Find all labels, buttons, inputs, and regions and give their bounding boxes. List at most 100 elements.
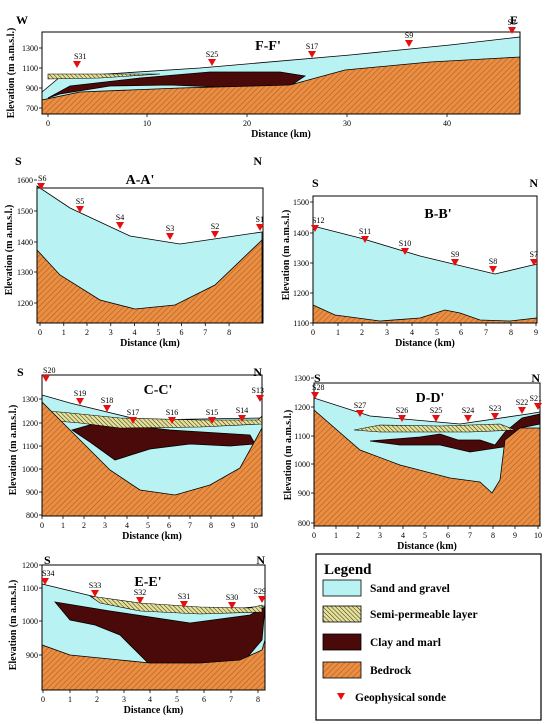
y-tick-label: 1500 (17, 207, 33, 216)
sonde-label: S17 (306, 42, 318, 51)
sonde-marker (211, 231, 219, 238)
x-tick-label: 9 (513, 531, 517, 540)
x-tick-label: 2 (356, 531, 360, 540)
clay-marl-layer (47, 71, 307, 99)
x-tick-label: 5 (435, 328, 439, 337)
sonde-label: S33 (89, 581, 101, 590)
x-axis-label: Distance (km) (251, 129, 311, 140)
sonde-marker (401, 248, 409, 255)
y-tick-label: 1300 (293, 259, 309, 268)
sonde-label: S11 (359, 227, 371, 236)
y-tick-label: 1400 (17, 238, 33, 247)
x-tick-label: 2 (95, 695, 99, 704)
y-tick-label: 900 (26, 651, 38, 660)
x-tick-label: 5 (175, 695, 179, 704)
y-tick-label: 1300 (294, 374, 310, 383)
legend-label-bedrock: Bedrock (370, 665, 412, 677)
x-tick-label: 7 (484, 328, 488, 337)
x-tick-label: 6 (180, 328, 184, 337)
x-tick-label: 8 (209, 521, 213, 530)
left-end-label: W (16, 13, 28, 27)
sonde-label: S6 (38, 174, 46, 183)
right-end-label: N (256, 553, 265, 567)
x-tick-label: 7 (229, 695, 233, 704)
sonde-marker (116, 222, 124, 229)
x-tick-label: 7 (203, 328, 207, 337)
sonde-label: S26 (396, 406, 408, 415)
y-axis-label: Elevation (m a.m.s.l.) (8, 405, 19, 496)
sonde-label: S13 (252, 386, 264, 395)
section-title: C-C' (144, 383, 173, 398)
y-tick-label: 1100 (22, 442, 38, 451)
sonde-marker (256, 395, 264, 402)
y-tick-label: 900 (26, 84, 38, 93)
y-tick-label: 1300 (22, 395, 38, 404)
x-tick-label: 3 (385, 328, 389, 337)
x-tick-label: 10 (534, 531, 542, 540)
x-tick-label: 1 (62, 328, 66, 337)
section-title: E-E' (134, 575, 161, 590)
sonde-marker (489, 266, 497, 273)
x-tick-label: 6 (167, 521, 171, 530)
legend: Legend Sand and gravel Semi-permeable laye… (315, 553, 542, 721)
sonde-marker (166, 233, 174, 240)
sonde-marker (76, 206, 84, 213)
y-tick-label: 900 (26, 488, 38, 497)
sonde-label: S9 (451, 250, 459, 259)
sonde-label: S32 (134, 588, 146, 597)
x-tick-label: 8 (227, 328, 231, 337)
sonde-marker (508, 27, 516, 34)
sonde-label: S5 (76, 197, 84, 206)
sonde-marker (208, 417, 216, 424)
left-end-label: S (44, 553, 51, 567)
sonde-marker (464, 415, 472, 422)
sonde-label: S7 (530, 250, 538, 259)
semi-permeable-layer (47, 73, 161, 80)
sonde-marker (534, 403, 542, 410)
y-tick-label: 800 (26, 511, 38, 520)
y-tick-label: 800 (298, 519, 310, 528)
sonde-label: S29 (254, 587, 266, 596)
x-tick-label: 7 (468, 531, 472, 540)
sonde-label: S10 (399, 239, 411, 248)
x-tick-label: 30 (343, 119, 351, 128)
x-tick-label: 9 (534, 328, 538, 337)
y-tick-label: 1100 (22, 584, 38, 593)
y-axis-label: Elevation (m a.m.s.l.) (6, 28, 17, 119)
right-end-label: E (510, 13, 518, 27)
legend-title: Legend (324, 562, 372, 578)
sonde-marker (256, 224, 264, 231)
x-tick-label: 4 (410, 328, 414, 337)
sonde-marker (41, 578, 49, 585)
x-axis-label: Distance (km) (124, 705, 184, 716)
x-tick-label: 6 (202, 695, 206, 704)
x-tick-label: 1 (68, 695, 72, 704)
semi-permeable-layer (353, 423, 516, 433)
y-tick-label: 1100 (293, 319, 309, 328)
right-end-label: N (253, 365, 262, 379)
x-tick-label: 10 (250, 521, 258, 530)
y-tick-label: 1300 (17, 268, 33, 277)
sonde-label: S34 (42, 569, 54, 578)
sonde-marker (405, 40, 413, 47)
x-tick-label: 3 (109, 328, 113, 337)
sonde-label: S9 (405, 31, 413, 40)
sonde-label: S19 (74, 389, 86, 398)
cross-section-d: D-D' S N 0 1 2 3 4 5 6 7 8 9 10 800 900 1000 1100 1200 1300… (283, 371, 542, 552)
sonde-label: S31 (74, 52, 86, 61)
sonde-label: S20 (43, 366, 55, 375)
sonde-marker (518, 407, 526, 414)
sonde-label: S15 (206, 408, 218, 417)
section-title: B-B' (424, 207, 451, 222)
sonde-label: S1 (256, 215, 264, 224)
legend-swatch-sand (322, 579, 362, 597)
x-tick-label: 5 (146, 521, 150, 530)
sonde-marker (73, 61, 81, 68)
cross-section-c: C-C' S N 0 1 2 3 4 5 6 7 8 9 10 800 900 1000 1100 1200 1300… (8, 365, 264, 542)
x-axis-label: Distance (km) (395, 338, 455, 349)
sonde-marker (91, 590, 99, 597)
plot-frame (41, 374, 263, 517)
x-tick-label: 4 (125, 521, 129, 530)
y-tick-label: 1000 (22, 465, 38, 474)
sonde-marker (180, 601, 188, 608)
